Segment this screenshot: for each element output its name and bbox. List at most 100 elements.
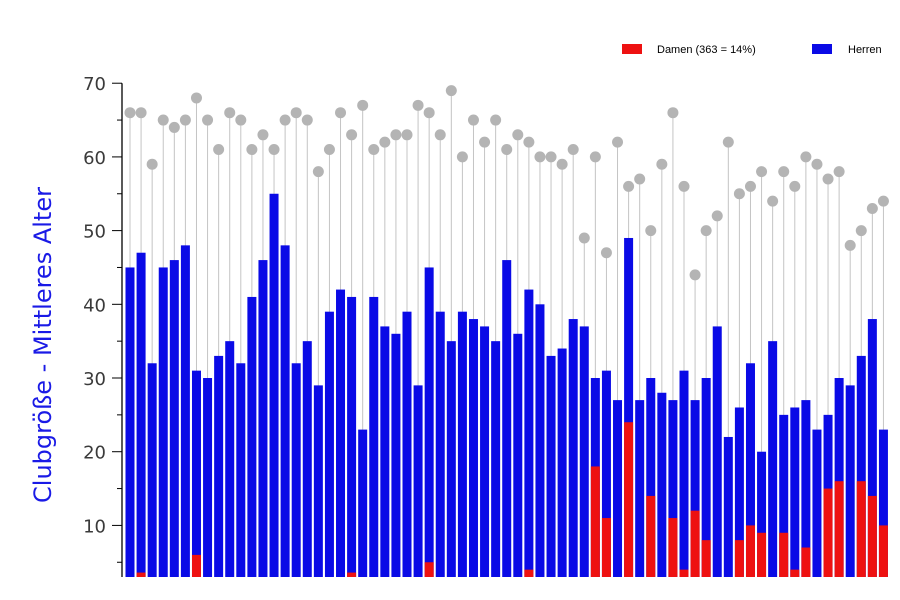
bar-herren <box>491 341 501 577</box>
bar-damen <box>801 547 811 577</box>
age-marker <box>157 114 169 126</box>
bar-damen <box>878 525 888 577</box>
age-marker <box>235 114 247 126</box>
age-marker <box>645 225 657 237</box>
bar-damen <box>347 572 357 577</box>
legend-swatch-damen <box>622 44 642 54</box>
bar-damen <box>679 569 689 577</box>
age-marker <box>855 225 867 237</box>
age-marker <box>146 158 158 170</box>
age-marker <box>523 136 535 148</box>
age-marker <box>224 107 236 119</box>
age-marker <box>124 107 136 119</box>
bar-damen <box>745 525 755 577</box>
age-marker <box>268 144 280 156</box>
age-marker <box>213 144 225 156</box>
bar-herren <box>657 392 667 577</box>
y-tick-label: 50 <box>83 222 106 243</box>
bar-herren <box>502 260 512 577</box>
bar-herren <box>225 341 235 577</box>
age-marker <box>467 114 479 126</box>
age-marker <box>335 107 347 119</box>
age-marker <box>135 107 147 119</box>
age-marker <box>346 129 358 141</box>
age-markers <box>124 85 889 281</box>
bar-herren <box>313 385 323 577</box>
y-tick-label: 70 <box>83 74 106 95</box>
age-marker <box>589 151 601 163</box>
y-tick-label: 10 <box>83 516 106 537</box>
age-marker <box>423 107 435 119</box>
bar-herren <box>779 414 789 577</box>
age-marker <box>667 107 679 119</box>
age-marker <box>312 166 324 178</box>
bar-herren <box>624 237 634 578</box>
bar-damen <box>790 569 800 577</box>
bar-herren <box>302 341 312 577</box>
bar-herren <box>812 429 822 577</box>
bar-herren <box>468 319 478 577</box>
age-marker <box>678 180 690 192</box>
bar-herren <box>712 326 722 577</box>
age-marker <box>246 144 258 156</box>
y-tick-label: 20 <box>83 443 106 464</box>
age-marker <box>722 136 734 148</box>
bar-herren <box>557 348 567 577</box>
age-marker <box>822 173 834 185</box>
age-marker <box>545 151 557 163</box>
bar-herren <box>247 296 257 577</box>
bar-herren <box>391 333 401 577</box>
bar-herren <box>480 326 490 577</box>
age-marker <box>434 129 446 141</box>
bar-herren <box>324 311 334 577</box>
age-marker <box>479 136 491 148</box>
bar-herren <box>169 260 179 577</box>
age-marker <box>279 114 291 126</box>
bar-herren <box>413 385 423 577</box>
legend-label-herren: Herren <box>848 44 882 56</box>
age-marker <box>656 158 668 170</box>
bar-herren <box>336 289 346 577</box>
bar-herren <box>745 363 755 577</box>
age-marker <box>623 180 635 192</box>
y-axis: 10 20 30 40 50 60 70 <box>83 74 123 577</box>
age-marker <box>368 144 380 156</box>
age-marker <box>379 136 391 148</box>
age-marker <box>811 158 823 170</box>
bar-herren <box>258 260 268 577</box>
age-marker <box>179 114 191 126</box>
bar-herren <box>757 451 767 577</box>
bar-herren <box>646 378 656 577</box>
bar-damen <box>590 466 600 577</box>
legend-label-damen: Damen (363 = 14%) <box>657 44 756 56</box>
age-marker <box>290 107 302 119</box>
bar-herren <box>679 370 689 577</box>
bar-herren <box>158 267 168 577</box>
bar-herren <box>579 326 589 577</box>
bar-herren <box>546 355 556 577</box>
age-marker <box>323 144 335 156</box>
age-marker <box>866 203 878 214</box>
bar-herren <box>856 355 866 577</box>
age-marker <box>689 269 701 281</box>
age-marker <box>534 151 546 163</box>
age-marker <box>567 144 579 156</box>
bar-damen <box>867 495 877 577</box>
bar-herren <box>734 407 744 577</box>
legend-swatch-herren <box>812 44 832 54</box>
bar-herren <box>601 370 611 577</box>
bar-herren <box>867 319 877 577</box>
bar-herren <box>535 304 545 577</box>
y-tick-label: 30 <box>83 369 106 390</box>
bar-damen <box>601 518 611 577</box>
bar-herren <box>790 407 800 577</box>
bar-damen <box>136 572 146 577</box>
age-marker <box>612 136 624 148</box>
bar-damen <box>191 554 201 577</box>
bar-herren <box>369 296 379 577</box>
bar-herren <box>801 400 811 577</box>
bar-damen <box>646 495 656 577</box>
bar-herren <box>125 267 135 577</box>
bar-damen <box>823 488 833 577</box>
